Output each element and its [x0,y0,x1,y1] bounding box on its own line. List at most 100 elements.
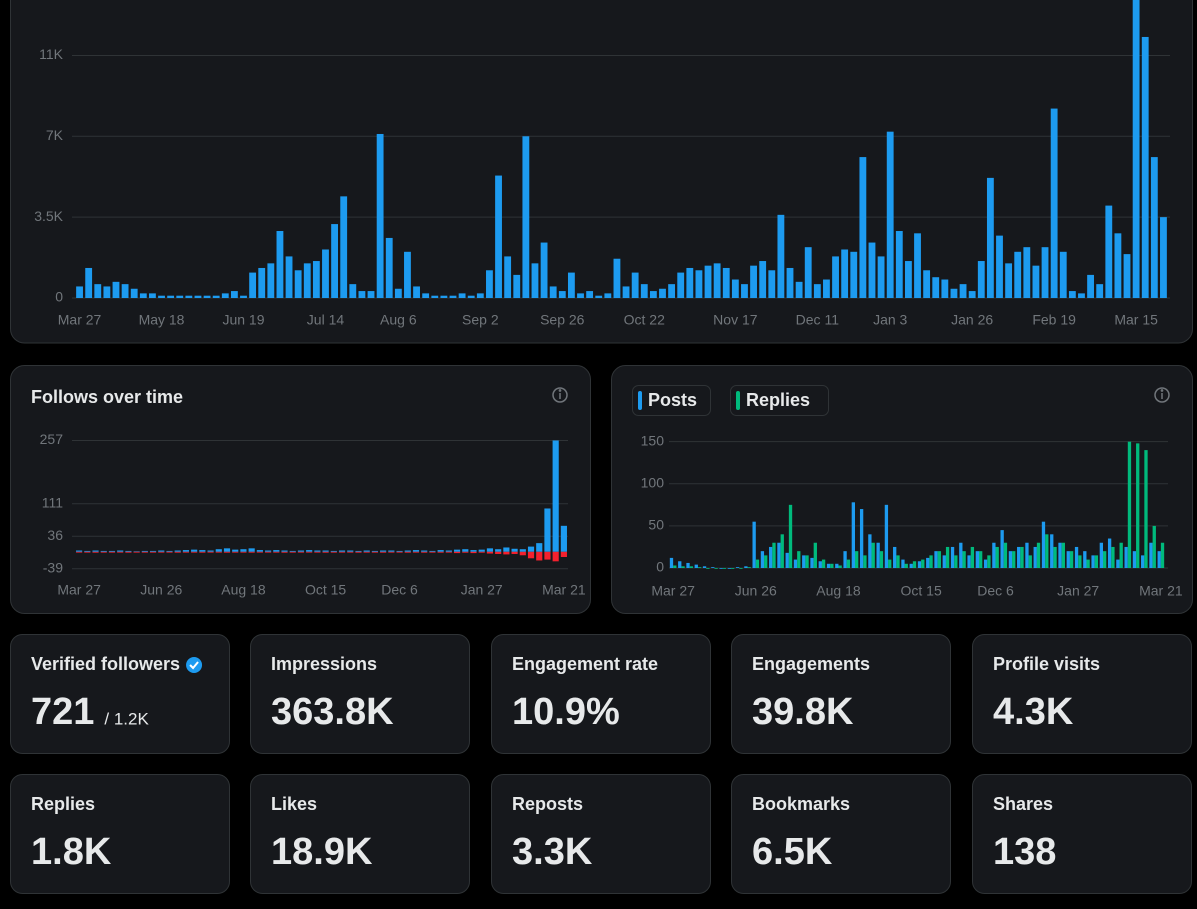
bar [437,550,444,552]
bar [838,565,842,568]
card-label: Replies [31,794,95,814]
bar [1152,525,1156,568]
card-label: Bookmarks [752,794,850,814]
card-value: 18.9K [271,831,373,873]
x-tick-label: Aug 18 [816,583,861,599]
bar [577,293,584,298]
info-icon[interactable] [552,387,568,403]
bar [884,504,889,568]
bar [312,261,320,298]
bar [747,567,751,568]
bar [780,534,784,568]
bar [199,551,206,553]
x-tick-label: Jun 26 [735,583,777,599]
x-tick-label: Oct 22 [624,312,665,328]
card-value: 3.3K [512,831,593,873]
bar [631,272,639,298]
bar [640,284,648,298]
bar [185,295,193,298]
bar [702,566,707,568]
bar [813,284,821,298]
bar [1132,551,1137,568]
x-tick-label: Jan 3 [873,312,907,328]
y-tick-label: 0 [656,559,664,575]
stat-card [491,634,711,754]
y-tick-label: 11K [39,46,64,62]
bar [649,291,657,298]
bar [347,551,354,553]
bar [139,293,147,298]
bar [380,551,387,553]
bar [513,274,521,298]
bar [929,555,933,568]
bar [1123,254,1131,298]
bar [950,546,955,568]
bar [338,550,346,552]
bar [937,551,941,568]
bar [149,551,157,553]
bar [338,551,346,553]
bar [821,559,826,568]
bar [289,551,296,553]
bar [1045,534,1049,568]
bar [549,286,557,298]
bar [1086,559,1090,568]
bar [1074,546,1079,568]
bar [133,551,140,553]
bar [536,551,543,561]
x-tick-label: Mar 21 [542,582,586,598]
x-tick-label: Mar 27 [57,582,101,598]
bar [804,247,812,298]
bar [371,551,378,553]
bar [1050,108,1058,299]
bar [755,559,760,568]
bar [954,555,958,568]
bar [544,551,551,560]
bar [613,258,621,298]
card-label: Reposts [512,794,583,814]
y-tick-label: 50 [648,517,664,533]
bar [1028,555,1032,568]
stat-card [250,774,470,894]
bar [1012,551,1016,568]
bar [166,550,173,552]
bar [1160,542,1165,568]
bar [394,288,402,298]
bar [896,555,900,568]
bar [76,551,83,553]
bar [396,550,403,552]
legend-swatch [736,391,740,410]
bar [706,568,710,569]
card-value: 1.8K [31,831,112,873]
x-tick-label: Mar 27 [651,583,695,599]
x-tick-label: Dec 6 [977,583,1014,599]
bar [851,502,855,568]
bar [1103,551,1107,568]
bar [380,550,387,552]
bar [303,263,311,298]
bar [1111,546,1115,568]
bar [560,525,567,552]
bar [117,550,124,552]
card-value: 39.8K [752,691,854,733]
bar [1014,251,1022,298]
bar [859,157,867,298]
bar [273,550,280,552]
bar [347,550,354,552]
info-icon[interactable] [1154,387,1170,403]
bar [802,555,806,568]
bar [453,549,461,552]
bar [322,249,329,298]
bar [950,288,958,298]
bar [552,440,559,552]
bar [470,550,477,552]
bar [713,263,721,298]
bar [678,561,682,568]
bar [863,555,867,568]
bar [970,546,975,568]
bar [942,555,946,568]
bar [697,567,702,568]
x-tick-label: Oct 15 [305,582,346,598]
bar [322,550,329,552]
bar [987,555,991,568]
